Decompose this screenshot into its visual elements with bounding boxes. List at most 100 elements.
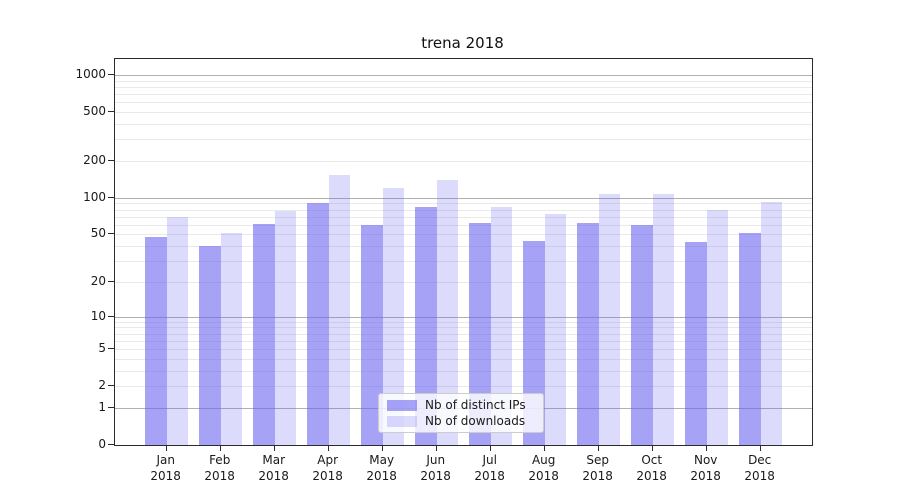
bar-distinct-ips-apr xyxy=(307,203,329,445)
minor-gridline xyxy=(115,216,812,218)
minor-gridline xyxy=(115,102,812,104)
x-tick-label-apr: Apr 2018 xyxy=(312,453,343,483)
minor-gridline xyxy=(115,94,812,96)
bar-downloads-feb xyxy=(220,233,243,445)
x-tick-label-oct: Oct 2018 xyxy=(636,453,667,483)
bar-distinct-ips-mar xyxy=(253,223,275,445)
minor-gridline xyxy=(115,246,812,248)
y-tick-mark xyxy=(108,444,114,445)
bar-distinct-ips-feb xyxy=(199,246,221,445)
legend-swatch-downloads xyxy=(387,415,417,427)
bar-downloads-may xyxy=(382,188,405,445)
x-tick-label-sep: Sep 2018 xyxy=(582,453,613,483)
bar-downloads-jan xyxy=(166,216,189,445)
minor-gridline xyxy=(115,123,812,125)
x-tick-mark xyxy=(705,445,707,451)
minor-gridline xyxy=(115,160,812,162)
minor-gridline xyxy=(115,327,812,329)
x-tick-label-jun: Jun 2018 xyxy=(420,453,451,483)
bar-distinct-ips-jun xyxy=(415,207,437,445)
bar-distinct-ips-oct xyxy=(631,224,653,445)
y-tick-label: 50 xyxy=(90,226,106,241)
minor-gridline xyxy=(115,349,812,351)
x-tick-mark xyxy=(651,445,653,451)
chart-title: trena 2018 xyxy=(421,34,504,52)
y-tick-label: 200 xyxy=(83,152,106,167)
x-tick-mark xyxy=(219,445,221,451)
minor-gridline xyxy=(115,203,812,205)
legend-swatch-distinct-ips xyxy=(387,399,417,411)
x-tick-label-jul: Jul 2018 xyxy=(474,453,505,483)
y-tick-mark xyxy=(108,315,114,317)
legend-row: Nb of distinct IPs xyxy=(387,398,535,412)
major-gridline xyxy=(115,74,812,76)
minor-gridline xyxy=(115,112,812,114)
minor-gridline xyxy=(115,224,812,226)
bar-downloads-jul xyxy=(490,207,513,445)
x-tick-mark xyxy=(489,445,491,451)
y-tick-label: 2 xyxy=(98,378,106,393)
y-tick-mark xyxy=(108,280,114,282)
minor-gridline xyxy=(115,340,812,342)
legend: Nb of distinct IPs Nb of downloads xyxy=(378,393,544,433)
minor-gridline xyxy=(115,139,812,141)
y-tick-label: 1 xyxy=(98,399,106,414)
x-tick-mark xyxy=(273,445,275,451)
x-tick-mark xyxy=(327,445,329,451)
bar-downloads-jun xyxy=(436,179,459,445)
minor-gridline xyxy=(115,209,812,211)
bar-downloads-mar xyxy=(274,210,297,445)
y-tick-label: 10 xyxy=(90,308,106,323)
legend-label-distinct-ips: Nb of distinct IPs xyxy=(425,398,526,412)
bar-distinct-ips-dec xyxy=(739,233,761,445)
legend-row: Nb of downloads xyxy=(387,414,535,428)
y-tick-mark xyxy=(108,348,114,350)
y-tick-mark xyxy=(108,385,114,387)
y-tick-mark xyxy=(108,406,114,408)
minor-gridline xyxy=(115,386,812,388)
major-gridline xyxy=(115,197,812,199)
y-tick-mark xyxy=(108,196,114,198)
bar-downloads-aug xyxy=(544,214,567,445)
x-tick-mark xyxy=(381,445,383,451)
x-tick-label-may: May 2018 xyxy=(366,453,397,483)
bar-downloads-apr xyxy=(328,174,351,445)
bar-distinct-ips-sep xyxy=(577,223,599,445)
x-tick-label-nov: Nov 2018 xyxy=(690,453,721,483)
minor-gridline xyxy=(115,321,812,323)
y-tick-label: 1000 xyxy=(75,66,106,81)
x-tick-mark xyxy=(543,445,545,451)
minor-gridline xyxy=(115,234,812,236)
x-tick-mark xyxy=(435,445,437,451)
bar-downloads-oct xyxy=(652,194,675,445)
y-tick-label: 500 xyxy=(83,104,106,119)
y-tick-label: 5 xyxy=(98,341,106,356)
bar-distinct-ips-jan xyxy=(145,236,167,445)
bar-downloads-sep xyxy=(598,194,621,445)
minor-gridline xyxy=(115,281,812,283)
minor-gridline xyxy=(115,333,812,335)
minor-gridline xyxy=(115,86,812,88)
x-tick-label-aug: Aug 2018 xyxy=(528,453,559,483)
x-tick-mark xyxy=(759,445,761,451)
bar-distinct-ips-jul xyxy=(469,223,491,445)
legend-label-downloads: Nb of downloads xyxy=(425,414,526,428)
minor-gridline xyxy=(115,370,812,372)
y-tick-label: 20 xyxy=(90,273,106,288)
y-tick-mark xyxy=(108,111,114,113)
bar-distinct-ips-may xyxy=(361,224,383,445)
minor-gridline xyxy=(115,80,812,82)
x-tick-mark xyxy=(597,445,599,451)
bar-downloads-dec xyxy=(760,202,783,445)
y-tick-mark xyxy=(108,233,114,235)
x-tick-label-dec: Dec 2018 xyxy=(744,453,775,483)
x-tick-label-feb: Feb 2018 xyxy=(204,453,235,483)
y-tick-label: 0 xyxy=(98,437,106,451)
x-tick-label-mar: Mar 2018 xyxy=(258,453,289,483)
y-tick-label: 100 xyxy=(83,189,106,204)
y-tick-mark xyxy=(108,159,114,161)
bar-distinct-ips-nov xyxy=(685,242,707,445)
minor-gridline xyxy=(115,358,812,360)
x-tick-mark xyxy=(165,445,167,451)
